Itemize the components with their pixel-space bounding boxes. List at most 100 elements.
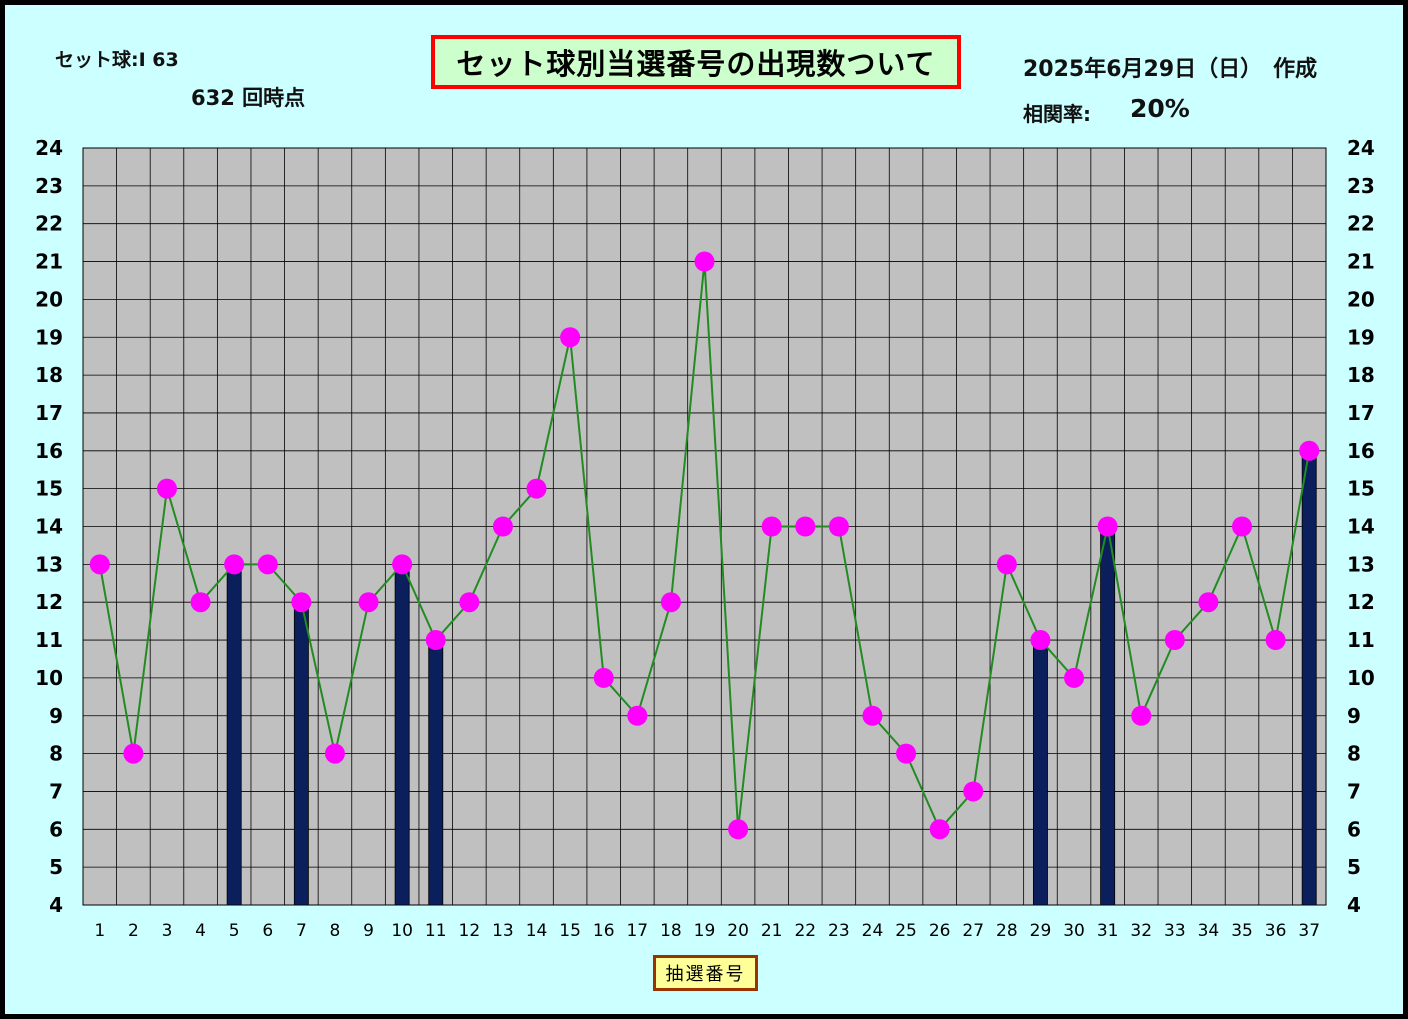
bar-29: [1032, 639, 1048, 906]
left-y-tick-label: 4: [49, 893, 63, 917]
marker-32: [1131, 705, 1152, 726]
x-tick-label: 34: [1198, 921, 1220, 941]
left-y-tick-label: 22: [35, 212, 63, 236]
x-tick-label: 27: [962, 921, 984, 941]
right-y-tick-label: 8: [1347, 742, 1361, 766]
right-y-tick-label: 10: [1347, 666, 1375, 690]
x-tick-label: 9: [363, 921, 374, 941]
marker-26: [929, 819, 950, 840]
x-tick-label: 36: [1265, 921, 1287, 941]
marker-20: [728, 819, 749, 840]
x-tick-label: 26: [929, 921, 951, 941]
marker-35: [1232, 516, 1253, 537]
x-tick-label: 8: [330, 921, 341, 941]
x-tick-label: 10: [391, 921, 413, 941]
marker-3: [156, 478, 177, 499]
left-y-tick-label: 12: [35, 590, 63, 614]
chart-title-box: セット球別当選番号の出現数ついて: [431, 35, 961, 89]
bar-series: [226, 450, 1317, 906]
marker-10: [392, 554, 413, 575]
right-y-tick-label: 11: [1347, 628, 1375, 652]
marker-2: [123, 743, 144, 764]
right-y-tick-label: 19: [1347, 325, 1375, 349]
right-y-tick-label: 6: [1347, 817, 1361, 841]
x-axis-label: 抽選番号: [665, 964, 746, 985]
right-y-tick-label: 5: [1347, 855, 1361, 879]
x-tick-label: 33: [1164, 921, 1186, 941]
marker-15: [560, 327, 581, 348]
marker-14: [526, 478, 547, 499]
marker-24: [862, 705, 883, 726]
left-y-tick-label: 20: [35, 287, 63, 311]
left-y-tick-label: 17: [35, 401, 63, 425]
x-axis-label-box: 抽選番号: [653, 955, 758, 991]
marker-29: [1030, 630, 1051, 651]
left-y-tick-label: 23: [35, 174, 63, 198]
left-y-tick-label: 10: [35, 666, 63, 690]
marker-16: [593, 667, 614, 688]
left-y-tick-label: 15: [35, 477, 63, 501]
left-y-tick-label: 7: [49, 779, 63, 803]
right-y-tick-label: 24: [1347, 136, 1375, 160]
marker-33: [1164, 630, 1185, 651]
draw-count-label: 632 回時点: [191, 86, 306, 110]
right-y-tick-label: 13: [1347, 552, 1375, 576]
x-tick-label: 11: [425, 921, 447, 941]
marker-23: [828, 516, 849, 537]
x-tick-label: 19: [694, 921, 716, 941]
marker-11: [425, 630, 446, 651]
correlation-value: 20%: [1130, 94, 1190, 123]
x-tick-label: 5: [229, 921, 240, 941]
right-y-tick-label: 18: [1347, 363, 1375, 387]
x-tick-label: 30: [1063, 921, 1085, 941]
bar-7: [293, 601, 309, 906]
marker-7: [291, 592, 312, 613]
bar-11: [428, 639, 444, 906]
bar-37: [1301, 450, 1317, 906]
right-y-tick-label: 9: [1347, 704, 1361, 728]
left-y-tick-label: 24: [35, 136, 63, 160]
right-y-tick-label: 15: [1347, 477, 1375, 501]
left-y-tick-label: 8: [49, 742, 63, 766]
x-tick-label: 2: [128, 921, 139, 941]
bar-10: [394, 563, 410, 906]
marker-36: [1265, 630, 1286, 651]
x-tick-label: 29: [1030, 921, 1052, 941]
right-y-tick-label: 22: [1347, 212, 1375, 236]
marker-28: [996, 554, 1017, 575]
marker-25: [896, 743, 917, 764]
left-y-tick-label: 13: [35, 552, 63, 576]
marker-1: [89, 554, 110, 575]
marker-5: [224, 554, 245, 575]
x-tick-label: 24: [862, 921, 884, 941]
marker-27: [963, 781, 984, 802]
grid-lines: [82, 147, 1327, 906]
x-tick-label: 16: [593, 921, 615, 941]
left-y-tick-label: 18: [35, 363, 63, 387]
x-tick-label: 1: [94, 921, 105, 941]
marker-31: [1097, 516, 1118, 537]
set-ball-label: セット球:I 63: [55, 49, 179, 71]
right-y-tick-label: 14: [1347, 515, 1375, 539]
x-tick-labels: 1 2 3 4 5 6 7 8 9 10 11 12 13 14 15 16 17 18 19 20 21 22 23 24 2…: [94, 921, 1320, 941]
marker-6: [257, 554, 278, 575]
left-y-tick-label: 14: [35, 515, 63, 539]
x-tick-label: 20: [727, 921, 749, 941]
right-y-tick-label: 7: [1347, 779, 1361, 803]
marker-37: [1299, 440, 1320, 461]
correlation-label: 相関率:: [1023, 102, 1091, 126]
marker-12: [459, 592, 480, 613]
marker-21: [761, 516, 782, 537]
x-tick-label: 6: [262, 921, 273, 941]
x-tick-label: 22: [794, 921, 816, 941]
marker-30: [1064, 667, 1085, 688]
x-tick-label: 32: [1130, 921, 1152, 941]
left-y-tick-label: 9: [49, 704, 63, 728]
x-tick-label: 23: [828, 921, 850, 941]
x-tick-label: 37: [1298, 921, 1320, 941]
x-tick-label: 25: [895, 921, 917, 941]
marker-series: [89, 251, 1320, 840]
right-y-tick-label: 12: [1347, 590, 1375, 614]
